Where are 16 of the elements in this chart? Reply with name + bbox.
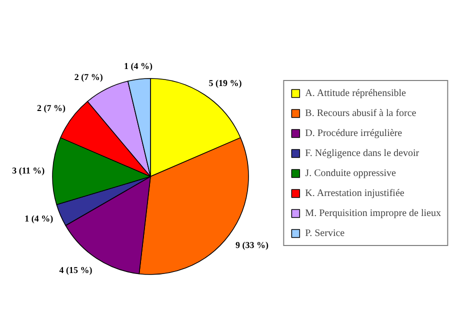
- data-label: 1 (4 %): [24, 213, 54, 224]
- data-label: 1 (4 %): [124, 61, 152, 72]
- legend-label: A. Attitude répréhensible: [305, 87, 406, 99]
- data-label: 9 (33 %): [236, 240, 269, 250]
- legend-label: J. Conduite oppressive: [305, 167, 396, 179]
- legend-label: F. Négligence dans le devoir: [305, 147, 420, 159]
- legend-label: B. Recours abusif à la force: [305, 107, 416, 119]
- legend-label: P. Service: [305, 227, 345, 239]
- legend-label: M. Perquisition impropre de lieux: [305, 207, 441, 219]
- data-label: 5 (19 %): [208, 78, 242, 88]
- data-label: 2 (7 %): [74, 72, 103, 82]
- data-label: 3 (11 %): [12, 165, 45, 176]
- data-label: 4 (15 %): [59, 265, 92, 276]
- legend-label: K. Arrestation injustifiée: [305, 187, 404, 199]
- data-label: 2 (7 %): [36, 103, 66, 114]
- legend-label: D. Procédure irrégulière: [305, 127, 402, 139]
